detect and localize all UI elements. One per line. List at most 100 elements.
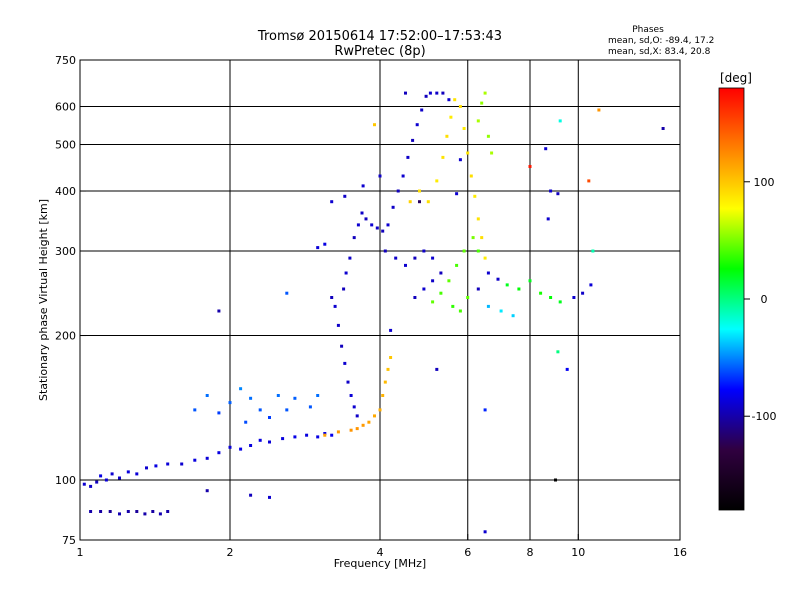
data-point <box>422 287 426 291</box>
data-point <box>441 91 445 95</box>
data-point <box>143 512 147 516</box>
data-point <box>110 472 114 476</box>
data-point <box>193 408 197 412</box>
data-point <box>268 416 271 419</box>
data-point <box>349 428 353 432</box>
data-point <box>469 174 473 178</box>
data-point <box>435 179 439 183</box>
data-point <box>466 296 470 299</box>
data-point <box>383 380 387 384</box>
data-point <box>268 440 271 444</box>
chart-title: Tromsø 20150614 17:52:00–17:53:43 <box>257 29 502 44</box>
gridlines <box>80 60 680 540</box>
data-point <box>249 493 253 497</box>
data-point <box>486 304 490 308</box>
data-point <box>449 115 453 119</box>
data-point <box>99 510 103 513</box>
data-point <box>428 91 432 95</box>
data-point <box>439 291 443 295</box>
data-point <box>89 510 93 513</box>
data-point <box>244 420 248 424</box>
data-point <box>330 296 334 299</box>
data-points <box>82 91 665 534</box>
data-point <box>373 123 376 127</box>
data-point <box>458 309 462 313</box>
data-point <box>383 249 387 253</box>
data-point <box>517 287 521 291</box>
data-point <box>217 451 221 455</box>
y-tick-label: 400 <box>55 185 76 198</box>
data-point <box>411 138 415 142</box>
data-point <box>455 263 459 267</box>
data-point <box>389 328 393 332</box>
data-point <box>476 249 480 253</box>
data-point <box>118 476 121 480</box>
data-point <box>349 394 353 397</box>
data-point <box>591 249 595 253</box>
data-point <box>413 296 417 299</box>
data-point <box>361 423 365 427</box>
colorbar-tick-label: 100 <box>754 176 775 189</box>
data-point <box>343 194 347 198</box>
data-point <box>356 223 360 227</box>
data-point <box>483 256 487 260</box>
data-point <box>217 309 221 313</box>
data-point <box>418 189 421 193</box>
data-point <box>458 105 462 108</box>
data-point <box>361 184 365 188</box>
data-point <box>316 435 320 439</box>
y-tick-label: 500 <box>55 139 76 152</box>
data-point <box>205 489 209 493</box>
data-point <box>386 223 390 227</box>
data-point <box>239 387 243 391</box>
data-point <box>316 394 320 397</box>
x-tick-label: 8 <box>527 546 534 559</box>
colorbar-tick-label: 0 <box>761 293 768 306</box>
x-tick-label: 2 <box>227 546 234 559</box>
data-point <box>375 226 379 230</box>
data-point <box>556 350 560 354</box>
data-point <box>305 433 309 437</box>
data-point <box>336 430 340 434</box>
data-point <box>462 249 466 253</box>
data-point <box>285 408 289 412</box>
data-point <box>445 134 449 138</box>
data-point <box>135 472 139 476</box>
data-point <box>539 291 543 295</box>
data-point <box>378 174 382 178</box>
phase-stats-o: mean, sd,O: -89.4, 17.2 <box>608 36 714 46</box>
data-point <box>378 408 382 412</box>
data-point <box>381 229 385 233</box>
data-point <box>228 401 232 405</box>
data-point <box>401 174 405 178</box>
data-point <box>104 478 108 482</box>
data-point <box>205 456 209 460</box>
data-point <box>556 192 560 196</box>
data-point <box>166 462 170 466</box>
data-point <box>108 510 112 513</box>
data-point <box>499 309 503 313</box>
data-point <box>386 367 390 371</box>
x-tick-label: 16 <box>673 546 687 559</box>
data-point <box>336 323 340 327</box>
data-point <box>145 466 148 470</box>
data-point <box>408 200 412 204</box>
data-point <box>466 151 470 155</box>
data-point <box>505 283 509 287</box>
data-point <box>404 263 407 267</box>
data-point <box>597 108 601 112</box>
data-point <box>435 91 439 95</box>
x-axis-ticks: 1 2 4 6 8 10 16 <box>77 534 687 559</box>
data-point <box>389 356 393 359</box>
x-tick-label: 6 <box>464 546 471 559</box>
data-point <box>458 158 462 162</box>
y-axis-ticks: 75 100 200 300 400 500 600 750 <box>55 54 86 547</box>
data-point <box>166 510 170 513</box>
data-point <box>370 223 374 227</box>
data-point <box>587 179 591 183</box>
data-point <box>558 300 562 304</box>
data-point <box>126 470 130 474</box>
data-point <box>451 304 455 308</box>
data-point <box>661 127 665 130</box>
data-point <box>135 510 139 513</box>
